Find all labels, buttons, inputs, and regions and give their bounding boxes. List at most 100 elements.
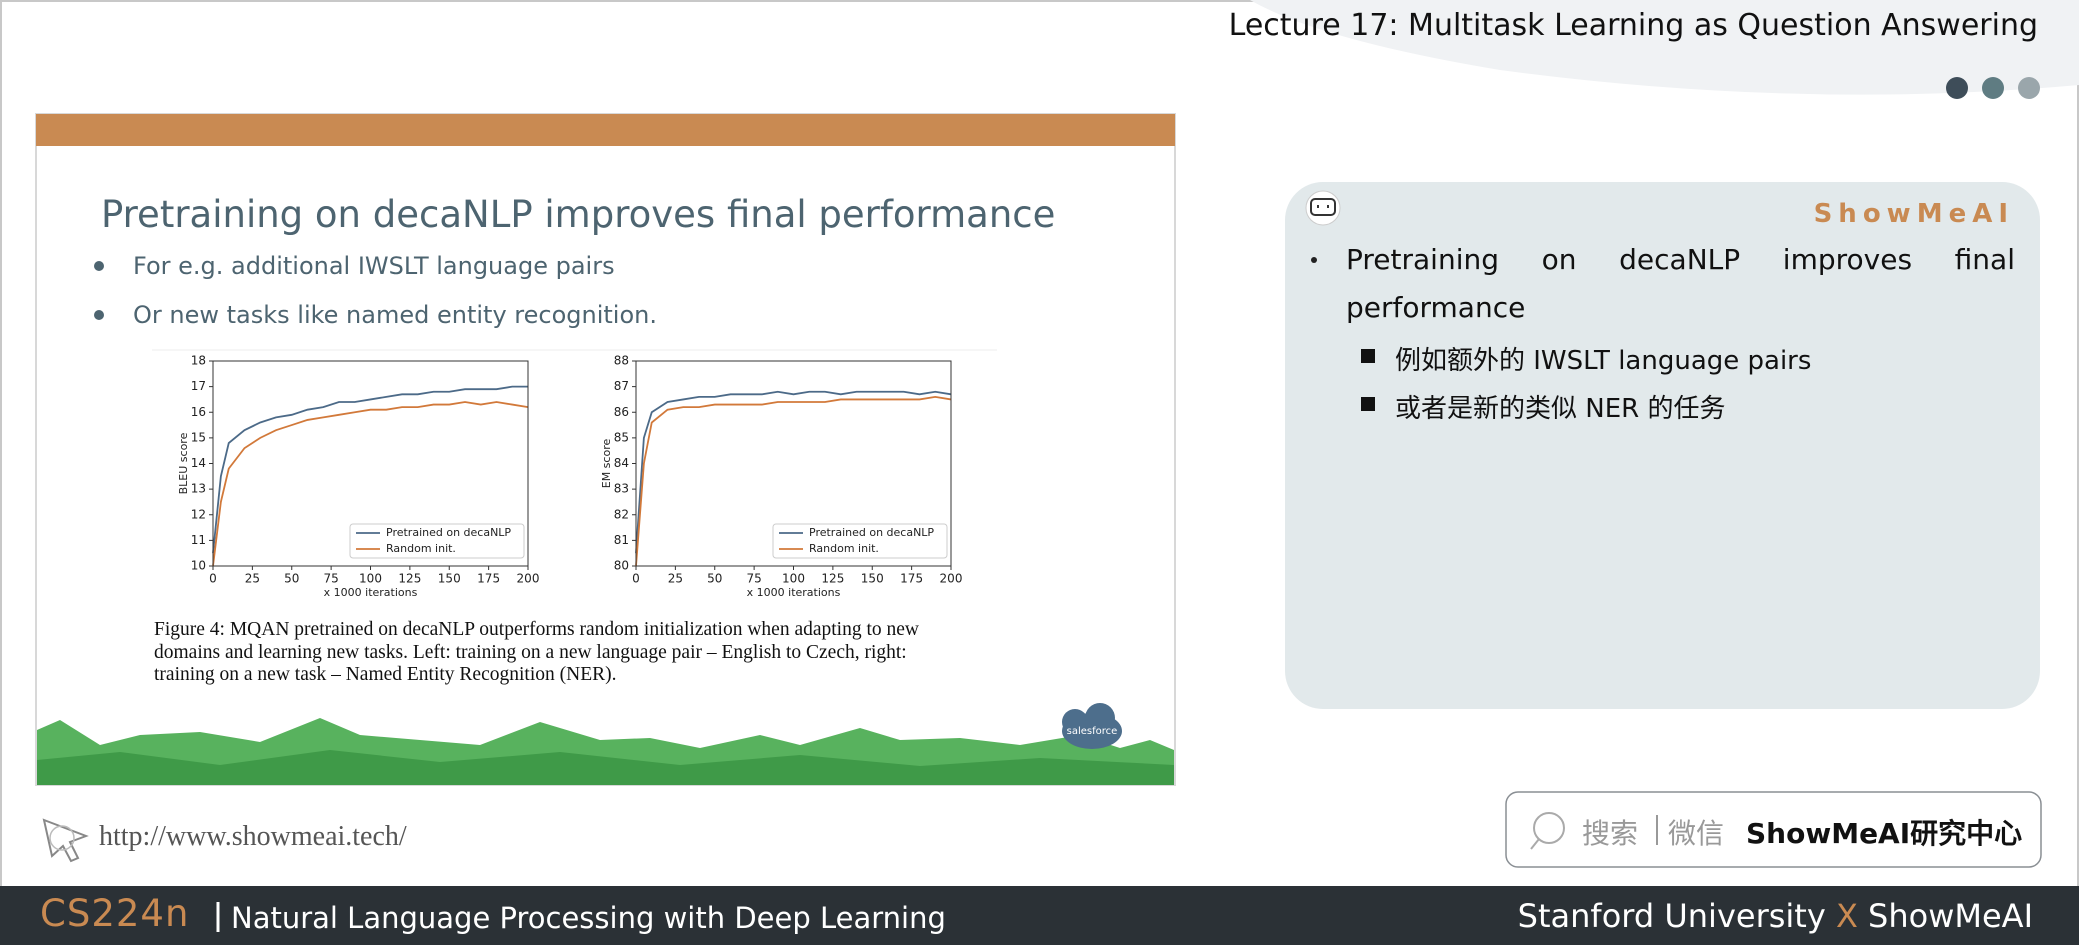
x-tick-label: 0 bbox=[632, 572, 640, 586]
partners: Stanford University X ShowMeAI bbox=[1518, 897, 2033, 935]
legend-box bbox=[772, 523, 948, 559]
x-tick-label: 0 bbox=[209, 572, 217, 586]
y-tick-label: 83 bbox=[614, 482, 629, 496]
lecture-title: Lecture 17: Multitask Learning as Questi… bbox=[1228, 8, 2038, 43]
dot bbox=[1946, 77, 1968, 99]
cursor-ring bbox=[49, 825, 75, 851]
x-tick-label: 175 bbox=[477, 572, 500, 586]
search-box[interactable] bbox=[1505, 791, 2042, 868]
y-tick-label: 81 bbox=[614, 533, 629, 547]
plot-frame bbox=[635, 360, 952, 567]
logo-cloud bbox=[1062, 709, 1088, 735]
y-tick-label: 11 bbox=[191, 533, 206, 547]
legend-label: Pretrained on decaNLP bbox=[386, 526, 511, 539]
slide-title: Pretraining on decaNLP improves final pe… bbox=[101, 193, 1056, 236]
x-axis-label: x 1000 iterations bbox=[324, 586, 418, 599]
legend-label: Pretrained on decaNLP bbox=[809, 526, 934, 539]
partner: ShowMeAI bbox=[1868, 897, 2033, 935]
x-tick-label: 75 bbox=[746, 572, 761, 586]
notes-sub-bullet: 或者是新的类似 NER 的任务 bbox=[1395, 394, 1726, 424]
course-code: CS224n bbox=[40, 892, 190, 935]
notes-sub-bullet: 例如额外的 IWSLT language pairs bbox=[1395, 346, 1812, 376]
legend-label: Random init. bbox=[809, 542, 879, 555]
x-tick-label: 50 bbox=[284, 572, 299, 586]
y-tick-label: 80 bbox=[614, 559, 629, 573]
plot-frame bbox=[212, 360, 529, 567]
notes-bullet-dot bbox=[1311, 257, 1317, 263]
course-title: Natural Language Processing with Deep Le… bbox=[231, 901, 946, 935]
bullet-dot bbox=[94, 261, 104, 271]
y-tick-label: 17 bbox=[191, 379, 206, 393]
org: Stanford University bbox=[1517, 897, 1826, 935]
figure-caption: Figure 4: MQAN pretrained on decaNLP out… bbox=[154, 619, 919, 687]
y-tick-label: 14 bbox=[191, 456, 206, 470]
y-tick-label: 16 bbox=[191, 405, 206, 419]
logo-text: salesforce bbox=[1067, 726, 1118, 737]
x-tick-label: 150 bbox=[861, 572, 884, 586]
x-tick-label: 100 bbox=[359, 572, 382, 586]
x-sep: X bbox=[1835, 897, 1858, 935]
y-tick-label: 13 bbox=[191, 482, 206, 496]
x-tick-label: 75 bbox=[323, 572, 338, 586]
charts: 10 11 12 13 14 15 16 17 18 0 25 50 75 100 125 150 175 200… bbox=[177, 354, 962, 600]
notes-bullet: Pretraining on decaNLP improves final pe… bbox=[1346, 243, 2015, 324]
y-tick-label: 85 bbox=[614, 430, 629, 444]
slide-top-bar bbox=[36, 114, 1175, 146]
caption-line: training on a new task – Named Entity Re… bbox=[154, 664, 617, 685]
slide-bullet: Or new tasks like named entity recogniti… bbox=[133, 301, 657, 329]
logo-cloud bbox=[1085, 703, 1115, 733]
search-name: ShowMeAI研究中心 bbox=[1746, 817, 2023, 850]
y-tick-label: 82 bbox=[614, 507, 629, 521]
x-tick-label: 25 bbox=[668, 572, 683, 586]
header-swoosh bbox=[1250, 0, 2079, 95]
notes-brand: ShowMeAI bbox=[1813, 199, 2014, 229]
search-icon-handle bbox=[1530, 838, 1540, 850]
x-axis-label: x 1000 iterations bbox=[747, 586, 841, 599]
series-line bbox=[212, 401, 529, 567]
caption-line: Figure 4: MQAN pretrained on decaNLP out… bbox=[154, 619, 920, 640]
bottom-bar bbox=[0, 886, 2079, 945]
y-tick-label: 18 bbox=[191, 354, 206, 368]
dot bbox=[2018, 77, 2040, 99]
y-tick-label: 10 bbox=[191, 559, 206, 573]
robot-head bbox=[1310, 198, 1336, 216]
y-axis-label: EM score bbox=[600, 439, 613, 489]
series-line bbox=[635, 395, 952, 567]
search-right: 微信 bbox=[1668, 817, 1725, 850]
series-line bbox=[635, 390, 952, 554]
x-tick-label: 175 bbox=[900, 572, 923, 586]
footer-url[interactable]: http://www.showmeai.tech/ bbox=[99, 821, 407, 852]
sub-bullet-square bbox=[1361, 397, 1375, 411]
caption-line: domains and learning new tasks. Left: tr… bbox=[154, 641, 907, 663]
x-tick-label: 200 bbox=[517, 572, 540, 586]
search-left: 搜索 bbox=[1582, 817, 1639, 850]
y-tick-label: 87 bbox=[614, 379, 629, 393]
bullet-dot bbox=[94, 310, 104, 320]
slide-bullet: For e.g. additional IWSLT language pairs bbox=[133, 252, 615, 280]
x-tick-label: 50 bbox=[707, 572, 722, 586]
x-tick-label: 200 bbox=[940, 572, 963, 586]
legend-label: Random init. bbox=[386, 542, 456, 555]
y-tick-label: 84 bbox=[614, 456, 629, 470]
salesforce-logo: salesforce bbox=[1062, 703, 1122, 749]
slide-frame bbox=[35, 113, 1176, 786]
sub-bullet-square bbox=[1361, 349, 1375, 363]
robot-icon bbox=[1305, 190, 1341, 226]
y-tick-label: 88 bbox=[614, 354, 629, 368]
mountains-front bbox=[37, 750, 1174, 785]
x-tick-label: 25 bbox=[245, 572, 260, 586]
cursor-icon bbox=[42, 818, 89, 863]
notes-panel bbox=[1285, 182, 2040, 709]
y-axis-label: BLEU score bbox=[177, 432, 190, 494]
x-tick-label: 150 bbox=[438, 572, 461, 586]
y-tick-label: 12 bbox=[191, 507, 206, 521]
y-tick-label: 15 bbox=[191, 430, 206, 444]
series-line bbox=[212, 385, 528, 554]
x-tick-label: 125 bbox=[398, 572, 421, 586]
search-icon bbox=[1533, 812, 1565, 844]
x-tick-label: 125 bbox=[821, 572, 844, 586]
x-tick-label: 100 bbox=[782, 572, 805, 586]
legend-box bbox=[349, 523, 525, 559]
